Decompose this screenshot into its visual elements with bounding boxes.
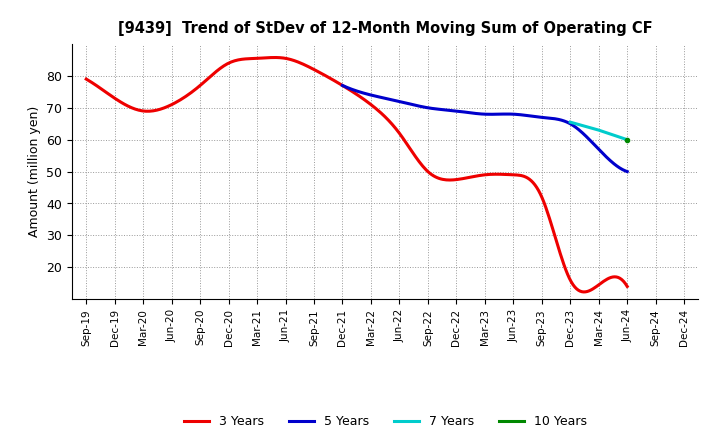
Legend: 3 Years, 5 Years, 7 Years, 10 Years: 3 Years, 5 Years, 7 Years, 10 Years (179, 411, 592, 433)
Title: [9439]  Trend of StDev of 12-Month Moving Sum of Operating CF: [9439] Trend of StDev of 12-Month Moving… (118, 21, 652, 36)
Y-axis label: Amount (million yen): Amount (million yen) (28, 106, 41, 237)
